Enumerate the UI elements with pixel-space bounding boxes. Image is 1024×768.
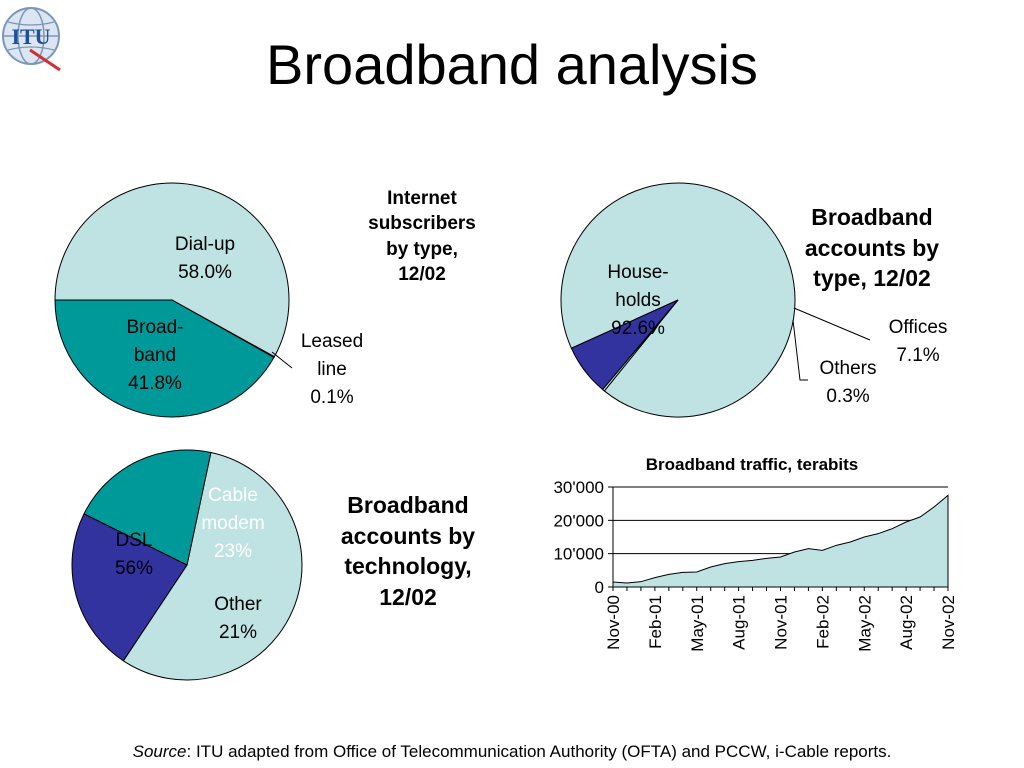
label-other-value: 21% xyxy=(219,622,257,643)
y-tick-label: 0 xyxy=(595,578,604,597)
y-tick-label: 30'000 xyxy=(553,478,604,497)
x-tick-label: May-02 xyxy=(855,595,874,652)
chart-title-line: technology, xyxy=(344,553,472,580)
label-other-name: Other xyxy=(214,594,262,615)
label-leased-value: 0.1% xyxy=(310,387,353,408)
itu-logo: ITU xyxy=(2,7,61,72)
label-cable-name2: modem xyxy=(201,513,264,534)
chart-title-line: 12/02 xyxy=(398,263,446,285)
chart-title-line: Broadband xyxy=(811,204,933,230)
page-title: Broadband analysis xyxy=(266,33,758,96)
chart-title-line: 12/02 xyxy=(379,583,437,610)
chart-title-line: Broadband xyxy=(347,492,469,518)
chart-title-line: type, 12/02 xyxy=(813,265,931,292)
pie-slice-dsl xyxy=(122,451,303,681)
y-tick-label: 10'000 xyxy=(553,545,604,564)
pie-slice-others xyxy=(601,299,679,392)
x-tick-label: Feb-01 xyxy=(646,595,665,649)
chart-title-internet-subscribers: Internet subscribers by type, 12/02 xyxy=(352,186,492,287)
chart-title-line: Internet xyxy=(387,188,457,209)
pie-slice-dial-up xyxy=(54,182,290,358)
label-dsl-value: 56% xyxy=(115,558,153,579)
x-tick-label: Nov-01 xyxy=(772,595,791,650)
label-dialup-name: Dial-up xyxy=(175,234,235,255)
chart-title-line: subscribers xyxy=(368,213,476,235)
label-others-value: 0.3% xyxy=(826,386,869,407)
label-broadband-value: 41.8% xyxy=(128,373,182,394)
chart-title-broadband-by-type: Broadband accounts by type, 12/02 xyxy=(787,202,957,294)
x-tick-label: May-01 xyxy=(688,595,707,652)
x-tick-label: Feb-02 xyxy=(813,595,832,649)
label-cable-value: 23% xyxy=(214,541,252,562)
label-offices-value: 7.1% xyxy=(896,345,939,366)
label-households-name2: holds xyxy=(615,290,660,311)
chart-title-broadband-by-technology: Broadband accounts by technology, 12/02 xyxy=(328,490,488,612)
label-cable-name: Cable xyxy=(208,485,258,506)
pie-slice-broad-band xyxy=(54,299,275,418)
chart-title-line: by type, xyxy=(386,238,458,260)
y-tick-label: 20'000 xyxy=(553,511,604,530)
x-tick-label: Nov-00 xyxy=(604,595,623,650)
area-series-traffic xyxy=(612,494,949,588)
label-others-name: Others xyxy=(819,358,876,379)
source-text: : ITU adapted from Office of Telecommuni… xyxy=(186,742,892,761)
chart-title-line: accounts by xyxy=(804,234,940,261)
source-label: Source xyxy=(132,742,187,761)
label-leased-name2: line xyxy=(317,359,347,380)
label-households-name: House- xyxy=(607,262,668,283)
x-tick-label: Aug-01 xyxy=(730,595,749,650)
label-broadband-name2: band xyxy=(134,345,176,366)
label-leased-name: Leased xyxy=(301,331,363,352)
label-broadband-name: Broad- xyxy=(126,317,183,338)
x-tick-label: Aug-02 xyxy=(897,595,916,650)
logo-text: ITU xyxy=(11,24,50,49)
pie-slice-other xyxy=(83,449,212,566)
area-chart-title: Broadband traffic, terabits xyxy=(646,455,859,474)
label-dsl-name: DSL xyxy=(116,530,153,551)
label-dialup-value: 58.0% xyxy=(178,262,232,283)
source-note: Source: ITU adapted from Office of Telec… xyxy=(0,742,1024,762)
pie-slice-cable-modem xyxy=(71,513,188,662)
chart-title-line: accounts by xyxy=(340,522,476,549)
x-tick-label: Nov-02 xyxy=(939,595,958,650)
label-offices-name: Offices xyxy=(889,317,948,338)
label-households-value: 92.6% xyxy=(611,318,665,339)
